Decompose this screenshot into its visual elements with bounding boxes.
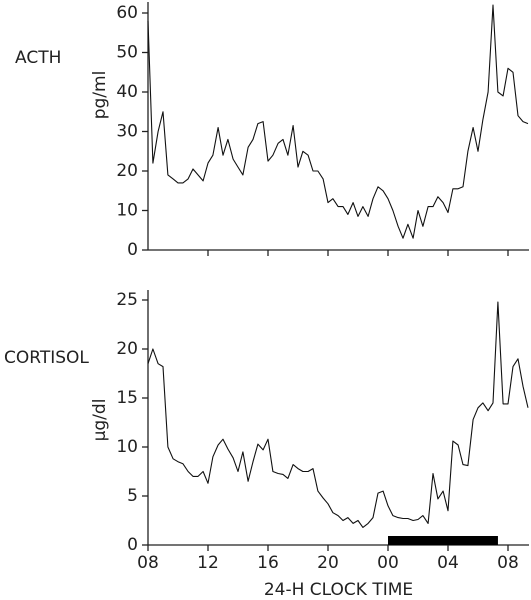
y-tick-label: 20 [116,339,138,359]
x-tick-label: 04 [437,553,459,573]
sleep-bar [388,536,498,545]
x-tick-label: 08 [137,553,159,573]
y-tick-label: 0 [127,240,138,260]
y-tick-label: 25 [116,290,138,310]
y-tick-label: 15 [116,388,138,408]
data-line [147,4,529,239]
y-tick-label: 30 [116,122,138,142]
panel-title: CORTISOL [4,348,89,368]
y-tick-label: 5 [127,486,138,506]
y-axis-label: µg/dl [90,399,110,442]
y-tick-label: 0 [127,535,138,555]
x-tick-label: 00 [377,553,399,573]
y-tick-label: 60 [116,3,138,23]
x-tick-label: 20 [317,553,339,573]
data-line [147,301,529,528]
x-tick-label: 16 [257,553,279,573]
y-axis-label: pg/ml [90,71,110,120]
y-tick-label: 50 [116,43,138,63]
panel-title: ACTH [15,48,61,68]
y-tick-label: 10 [116,201,138,221]
y-tick-label: 40 [116,82,138,102]
x-tick-label: 08 [497,553,519,573]
y-tick-label: 10 [116,437,138,457]
x-tick-label: 12 [197,553,219,573]
x-axis-label: 24-H CLOCK TIME [264,580,413,600]
y-tick-label: 20 [116,161,138,181]
